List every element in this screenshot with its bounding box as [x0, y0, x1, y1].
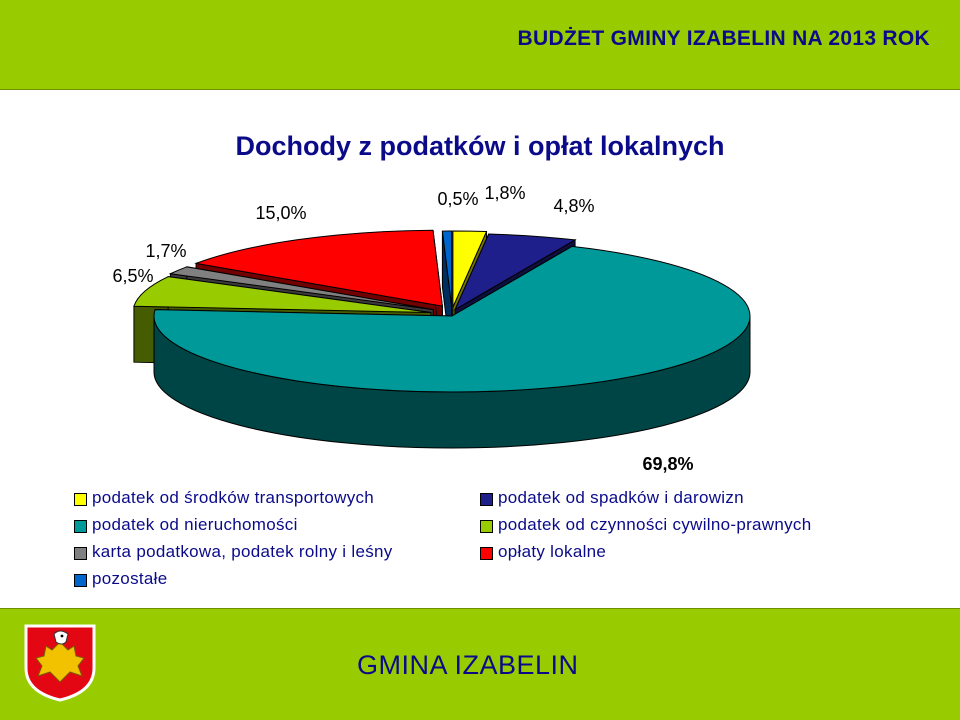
legend-swatch-1 [480, 493, 493, 506]
legend-label-3: podatek od czynności cywilno-prawnych [498, 515, 812, 534]
legend-label-4: karta podatkowa, podatek rolny i leśny [92, 542, 393, 561]
legend-swatch-3 [480, 520, 493, 533]
pie-slice-2 [153, 245, 751, 449]
header-title: BUDŻET GMINY IZABELIN NA 2013 ROK [517, 27, 930, 50]
legend-swatch-2 [74, 520, 87, 533]
slice-label-6: 0,5% [437, 189, 478, 209]
legend-label-2: podatek od nieruchomości [92, 515, 298, 534]
legend-swatch-0 [74, 493, 87, 506]
slice-label-3: 6,5% [112, 266, 153, 286]
coat-of-arms-icon [22, 622, 98, 702]
slice-label-4: 1,7% [145, 241, 186, 261]
legend-swatch-4 [74, 547, 87, 560]
chart-title: Dochody z podatków i opłat lokalnych [235, 131, 725, 161]
slice-label-1: 4,8% [553, 196, 594, 216]
slice-label-5: 15,0% [255, 203, 306, 223]
header-bar: BUDŻET GMINY IZABELIN NA 2013 ROK [0, 0, 960, 90]
legend-label-1: podatek od spadków i darowizn [498, 488, 744, 507]
legend-label-5: opłaty lokalne [498, 542, 607, 561]
footer-title: GMINA IZABELIN [357, 650, 579, 680]
pie-layer [133, 229, 751, 449]
legend-swatch-6 [74, 574, 87, 587]
pie-labels: 1,8% 4,8% 69,8% 6,5% 1,7% 15,0% 0,5% [112, 183, 693, 474]
slice-label-2: 69,8% [642, 454, 693, 474]
legend-label-6: pozostałe [92, 569, 168, 588]
slice-label-0: 1,8% [484, 183, 525, 203]
legend-swatch-5 [480, 547, 493, 560]
legend-label-0: podatek od środków transportowych [92, 488, 375, 507]
